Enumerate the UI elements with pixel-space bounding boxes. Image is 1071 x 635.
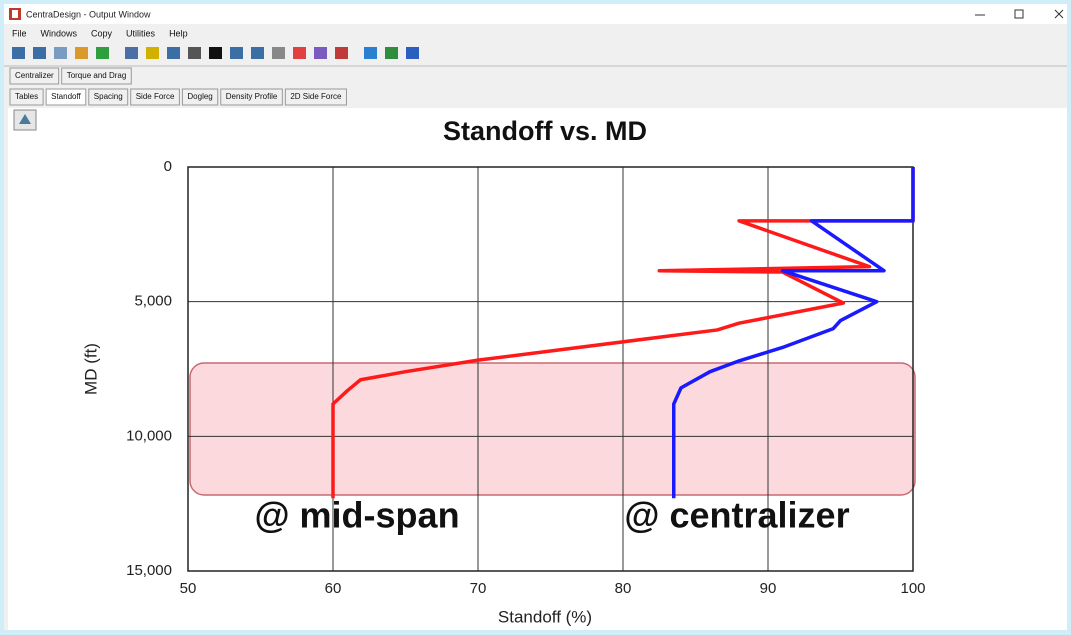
- toolbar-button[interactable]: [54, 47, 67, 59]
- restore-button[interactable]: [1014, 9, 1024, 19]
- tab-label: Side Force: [136, 92, 175, 101]
- series-line: [672, 167, 915, 499]
- toolbar-button[interactable]: [125, 47, 138, 59]
- x-tick-label: 70: [470, 580, 487, 597]
- tab-label: Centralizer: [15, 71, 54, 80]
- x-tick-label: 50: [180, 580, 197, 597]
- toolbar: [12, 47, 419, 59]
- tab[interactable]: [284, 88, 347, 106]
- toolbar-button[interactable]: [75, 47, 88, 59]
- series-line: [331, 167, 915, 499]
- tab-label: Density Profile: [226, 92, 278, 101]
- y-axis-label: MD (ft): [81, 343, 100, 395]
- chart-title: Standoff vs. MD: [443, 116, 647, 146]
- tab-label: Tables: [15, 92, 38, 101]
- y-tick-label: 10,000: [126, 427, 172, 444]
- toolbar-button[interactable]: [33, 47, 46, 59]
- toolbar-button[interactable]: [167, 47, 180, 59]
- y-tick-label: 5,000: [134, 293, 172, 310]
- x-tick-label: 100: [900, 580, 925, 597]
- toolbar-button[interactable]: [251, 47, 264, 59]
- x-tick-label: 90: [760, 580, 777, 597]
- tab[interactable]: [9, 67, 60, 85]
- menu-item[interactable]: Copy: [91, 28, 113, 38]
- toolbar-button[interactable]: [188, 47, 201, 59]
- menu-item[interactable]: File: [12, 28, 27, 38]
- toolbar-button[interactable]: [209, 47, 222, 59]
- menu-item[interactable]: Utilities: [126, 28, 156, 38]
- tab-label: Torque and Drag: [67, 71, 127, 80]
- tab[interactable]: [88, 88, 129, 106]
- plot-border: [187, 166, 914, 572]
- tab[interactable]: [9, 88, 44, 106]
- print-icon: [19, 114, 31, 124]
- toolbar-button[interactable]: [314, 47, 327, 59]
- tab[interactable]: [61, 67, 132, 85]
- series-label: @ mid-span: [254, 495, 459, 536]
- app-icon-inner: [12, 10, 18, 18]
- series-label: @ centralizer: [624, 495, 849, 536]
- tab-label: Standoff: [51, 92, 81, 101]
- toolbar-button[interactable]: [364, 47, 377, 59]
- toolbar-button[interactable]: [272, 47, 285, 59]
- tab[interactable]: [130, 88, 180, 106]
- tab-label: Spacing: [94, 92, 123, 101]
- tab[interactable]: [181, 88, 219, 106]
- toolbar-button[interactable]: [406, 47, 419, 59]
- tab[interactable]: [220, 88, 283, 106]
- window-title: CentraDesign - Output Window: [26, 9, 151, 19]
- toolbar-button[interactable]: [96, 47, 109, 59]
- toolbar-button[interactable]: [12, 47, 25, 59]
- title-bar: [4, 4, 1067, 24]
- close-button[interactable]: [1054, 9, 1064, 19]
- toolbar-button[interactable]: [146, 47, 159, 59]
- toolbar-button[interactable]: [230, 47, 243, 59]
- tab[interactable]: [45, 88, 87, 106]
- x-tick-label: 60: [325, 580, 342, 597]
- y-tick-label: 0: [164, 158, 172, 175]
- tab-label: Dogleg: [187, 92, 212, 101]
- toolbar-button[interactable]: [335, 47, 348, 59]
- y-tick-label: 15,000: [126, 562, 172, 579]
- x-tick-label: 80: [615, 580, 632, 597]
- menu-item[interactable]: Help: [169, 28, 188, 38]
- tab-label: 2D Side Force: [290, 92, 342, 101]
- x-axis-label: Standoff (%): [498, 607, 592, 626]
- toolbar-button[interactable]: [293, 47, 306, 59]
- toolbar-button[interactable]: [385, 47, 398, 59]
- highlight-box: [189, 362, 916, 496]
- menu-item[interactable]: Windows: [41, 28, 78, 38]
